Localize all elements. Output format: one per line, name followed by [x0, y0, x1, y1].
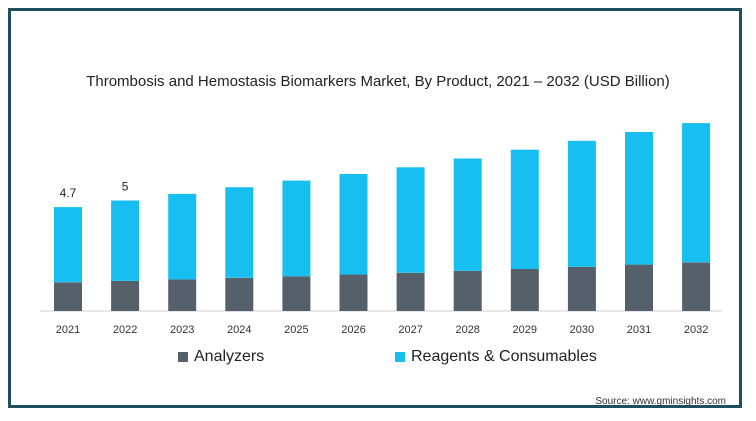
legend-label-reagents: Reagents & Consumables [411, 348, 597, 365]
x-tick-2021: 2021 [56, 324, 80, 336]
x-tick-2031: 2031 [627, 324, 651, 336]
x-tick-2022: 2022 [113, 324, 137, 336]
bar-reagents-2032 [682, 123, 711, 263]
bar-reagents-2029 [510, 149, 539, 269]
bar-analyzers-2026 [339, 274, 368, 311]
bar-reagents-2025 [282, 180, 311, 277]
x-tick-2023: 2023 [170, 324, 194, 336]
bar-reagents-2026 [339, 174, 368, 275]
bar-analyzers-2024 [225, 277, 254, 312]
bar-reagents-2027 [396, 167, 425, 273]
bar-reagents-2022 [111, 200, 140, 281]
bar-reagents-2021 [54, 207, 82, 283]
bar-analyzers-2032 [682, 262, 711, 311]
bar-analyzers-2030 [567, 266, 596, 311]
legend-swatch-analyzers [178, 352, 188, 362]
bar-analyzers-2025 [282, 276, 311, 311]
bar-analyzers-2029 [510, 269, 539, 311]
data-label-2021: 4.7 [60, 186, 77, 200]
bar-analyzers-2027 [396, 272, 425, 311]
x-tick-2032: 2032 [684, 324, 708, 336]
bar-reagents-2031 [625, 132, 653, 265]
bar-analyzers-2022 [111, 280, 140, 311]
legend-swatch-reagents [395, 352, 405, 362]
bar-reagents-2028 [453, 158, 482, 271]
x-tick-2029: 2029 [513, 324, 537, 336]
source-note: Source: www.gminsights.com [595, 396, 726, 407]
data-label-2022: 5 [122, 180, 129, 194]
chart-title: Thrombosis and Hemostasis Biomarkers Mar… [86, 73, 670, 90]
x-tick-2027: 2027 [398, 324, 422, 336]
bar-reagents-2024 [225, 187, 254, 278]
x-tick-2030: 2030 [570, 324, 594, 336]
bar-analyzers-2023 [168, 279, 197, 311]
legend-reagents: Reagents & Consumables [395, 348, 597, 366]
x-tick-2026: 2026 [341, 324, 365, 336]
x-tick-2024: 2024 [227, 324, 251, 336]
x-tick-2028: 2028 [455, 324, 479, 336]
legend-analyzers: Analyzers [178, 348, 264, 366]
bar-analyzers-2031 [625, 264, 653, 311]
bar-analyzers-2028 [453, 270, 482, 311]
x-tick-2025: 2025 [284, 324, 308, 336]
legend-label-analyzers: Analyzers [194, 348, 265, 365]
bar-reagents-2023 [168, 193, 197, 280]
bar-analyzers-2021 [54, 282, 82, 311]
bar-reagents-2030 [567, 140, 596, 267]
